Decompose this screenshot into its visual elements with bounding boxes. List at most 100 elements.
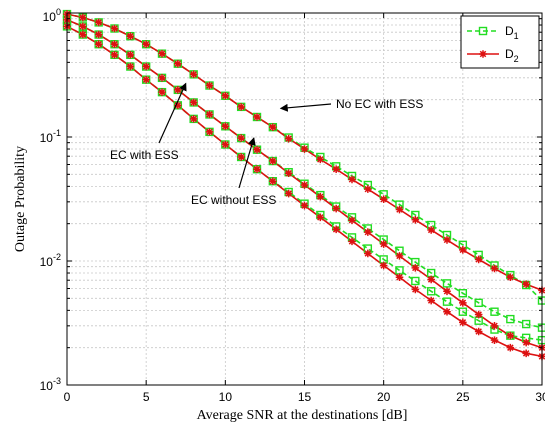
annotation-arrow	[238, 137, 256, 189]
axis-ticks	[66, 13, 543, 386]
series-marker-star	[506, 273, 515, 282]
annotation-label: EC without ESS	[191, 193, 276, 207]
annotation-arrow	[279, 103, 332, 112]
series-marker-square	[458, 307, 468, 316]
series-marker-star	[506, 343, 515, 352]
series-marker-star	[459, 299, 467, 307]
series-marker-star	[300, 201, 309, 210]
annotation-arrow	[158, 82, 187, 144]
series-marker-star	[284, 189, 293, 198]
series-marker-star	[300, 145, 309, 153]
series-marker-star	[348, 237, 356, 246]
x-tick-label: 10	[219, 390, 233, 404]
x-tick-label: 20	[377, 390, 391, 404]
series-marker-star	[110, 51, 119, 59]
series-marker-star	[316, 213, 325, 222]
series-marker-star	[332, 225, 340, 234]
tick-labels: 0 5 10 15 20 25 30 100 10-1 10-2 10-3	[40, 7, 545, 404]
series-marker-star	[174, 59, 182, 68]
series-marker-star	[474, 310, 483, 319]
x-axis-title: Average SNR at the destinations [dB]	[197, 408, 408, 423]
series-marker-star	[316, 192, 325, 201]
series-marker-star	[411, 285, 420, 294]
series-marker-star	[269, 123, 277, 131]
series-marker-star	[205, 81, 214, 90]
series-marker-star	[522, 280, 530, 288]
series-marker-star	[459, 246, 467, 254]
y-tick-label: 10-3	[40, 376, 61, 393]
series-marker-square	[411, 276, 420, 286]
series-marker-star	[94, 30, 103, 39]
series-marker-star	[110, 40, 119, 49]
series-marker-square	[506, 314, 515, 324]
series-marker-star	[142, 75, 150, 84]
series-marker-star	[300, 181, 309, 189]
series-marker-star	[379, 195, 388, 204]
series-marker-star	[110, 24, 119, 33]
series-marker-square	[458, 288, 468, 298]
series-marker-star	[379, 240, 388, 248]
series-marker-star	[174, 86, 182, 94]
series-marker-star	[94, 40, 103, 49]
series-marker-star	[221, 122, 230, 131]
series-marker-star	[379, 261, 388, 270]
series-marker-star	[443, 287, 451, 296]
series-marker-star	[237, 134, 245, 142]
series-marker-square	[442, 297, 452, 306]
series-marker-star	[348, 175, 356, 184]
legend-label: D1	[505, 24, 519, 41]
series-marker-star	[158, 49, 166, 58]
series-marker-star	[459, 318, 467, 327]
annotations: No EC with ESS EC with ESS EC without ESS	[110, 82, 423, 207]
y-tick-label: 100	[43, 7, 61, 24]
series-marker-star	[332, 204, 340, 213]
legend-box	[460, 15, 540, 69]
series-marker-square	[426, 287, 436, 296]
series-marker-star	[443, 236, 451, 244]
annotation-label: No EC with ESS	[336, 97, 423, 111]
series-marker-star	[253, 165, 261, 173]
series-marker-star	[474, 255, 483, 264]
series-marker-star	[479, 50, 487, 58]
series-marker-star	[364, 185, 372, 193]
series-marker-star	[522, 338, 530, 347]
series-marker-star	[364, 249, 372, 258]
series-marker-star	[284, 134, 293, 143]
series-marker-star	[395, 273, 404, 282]
y-tick-label: 10-1	[40, 128, 61, 145]
series-marker-star	[205, 110, 214, 119]
series-marker-star	[395, 252, 404, 260]
series-marker-star	[126, 32, 135, 40]
x-tick-label: 30	[535, 390, 545, 404]
series-marker-star	[158, 88, 166, 96]
series-marker-star	[411, 264, 420, 272]
series-marker-star	[490, 336, 499, 344]
series-marker-star	[395, 205, 404, 214]
series-marker-star	[126, 62, 135, 71]
legend-label: D2	[505, 47, 519, 64]
series-marker-square	[478, 26, 488, 36]
series-marker-star	[189, 115, 198, 123]
x-tick-label: 25	[456, 390, 470, 404]
series-marker-star	[332, 165, 340, 173]
series-marker-star	[79, 30, 87, 39]
series-marker-star	[79, 13, 87, 22]
x-tick-label: 5	[143, 390, 150, 404]
series-marker-star	[142, 40, 150, 49]
series-marker-star	[189, 70, 198, 79]
series-marker-star	[79, 22, 87, 31]
series-marker-star	[427, 275, 435, 284]
annotation-label: EC with ESS	[110, 148, 179, 162]
series-marker-star	[253, 113, 261, 121]
series-marker-star	[221, 140, 230, 149]
series-marker-star	[427, 296, 435, 305]
x-tick-label: 0	[64, 390, 71, 404]
series-marker-star	[174, 101, 182, 110]
series-marker-square	[490, 307, 499, 316]
x-tick-label: 15	[298, 390, 312, 404]
series-marker-square	[474, 298, 483, 308]
series-marker-star	[205, 128, 214, 136]
series-marker-star	[427, 226, 435, 234]
